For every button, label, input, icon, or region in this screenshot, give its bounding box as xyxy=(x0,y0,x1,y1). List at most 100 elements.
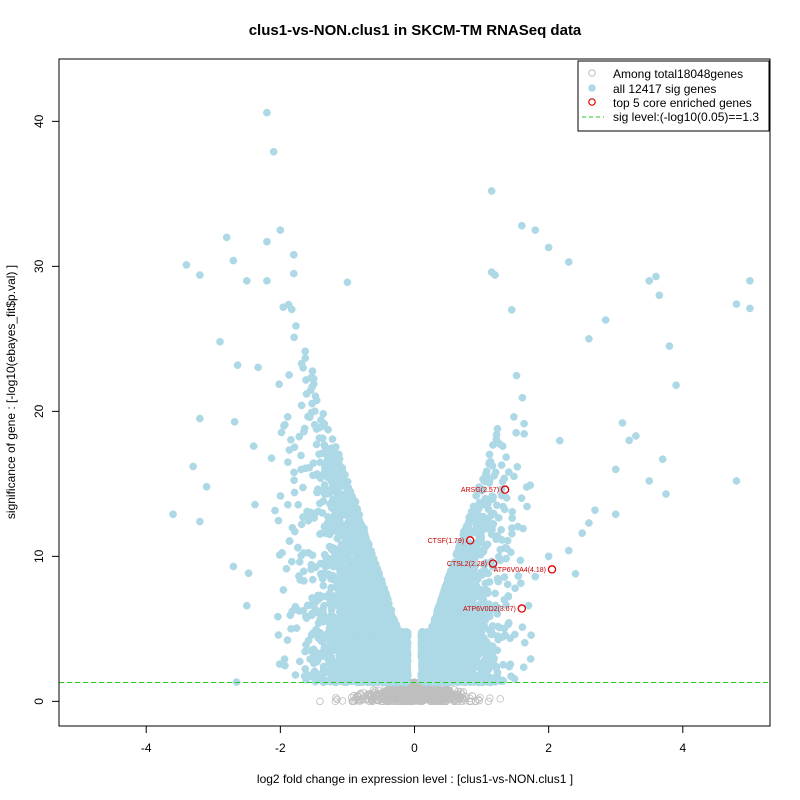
sig-point xyxy=(373,631,382,640)
sig-point xyxy=(377,640,386,649)
sig-point xyxy=(377,576,386,584)
sig-point xyxy=(346,628,355,637)
sig-point xyxy=(494,635,503,644)
sig-point xyxy=(296,576,305,584)
sig-point xyxy=(383,597,391,605)
sig-point xyxy=(274,631,283,639)
sig-point xyxy=(301,672,309,681)
sig-point xyxy=(384,603,393,612)
sig-point xyxy=(314,670,323,679)
nonsig-point xyxy=(354,692,362,701)
sig-point xyxy=(287,435,295,444)
nonsig-point xyxy=(416,697,425,706)
sig-point xyxy=(299,483,307,492)
nonsig-point xyxy=(462,694,470,703)
sig-point xyxy=(316,593,325,602)
sig-point xyxy=(360,615,369,624)
sig-point xyxy=(300,424,309,433)
sig-point xyxy=(504,468,513,476)
sig-point xyxy=(292,322,300,330)
sig-point xyxy=(306,386,315,395)
sig-point xyxy=(369,554,378,563)
sig-point xyxy=(373,611,382,619)
nonsig-point xyxy=(426,693,434,701)
sig-point xyxy=(310,514,319,522)
sig-point xyxy=(349,595,358,604)
sig-point xyxy=(351,555,359,564)
sig-point xyxy=(321,485,330,493)
sig-point xyxy=(351,572,359,581)
sig-point xyxy=(283,413,292,421)
nonsig-point xyxy=(332,694,340,702)
sig-point xyxy=(360,563,369,572)
sig-point xyxy=(327,611,336,619)
sig-point xyxy=(290,333,298,342)
sig-point xyxy=(277,428,286,437)
sig-point xyxy=(321,464,329,473)
sig-point xyxy=(329,575,337,583)
sig-point xyxy=(390,638,399,647)
sig-point xyxy=(287,624,295,633)
sig-point xyxy=(372,649,381,657)
nonsig-point xyxy=(331,697,340,705)
nonsig-point xyxy=(406,690,414,698)
sig-point xyxy=(403,628,412,637)
sig-point xyxy=(291,602,300,611)
nonsig-point xyxy=(369,689,378,697)
nonsig-point xyxy=(436,687,445,695)
sig-point xyxy=(351,672,360,681)
sig-point xyxy=(312,440,321,449)
sig-point xyxy=(294,500,303,509)
sig-point xyxy=(301,354,310,362)
sig-point xyxy=(481,579,490,588)
nonsig-point xyxy=(417,693,426,701)
sig-point xyxy=(391,660,399,669)
sig-point xyxy=(330,544,339,553)
sig-point xyxy=(328,448,337,457)
sig-point xyxy=(314,507,323,516)
sig-point xyxy=(305,413,314,422)
sig-point xyxy=(336,552,345,561)
sig-point xyxy=(320,550,329,559)
sig-point xyxy=(354,582,362,590)
sig-point xyxy=(370,565,379,574)
sig-point xyxy=(301,647,309,656)
sig-point xyxy=(372,602,381,611)
nonsig-point xyxy=(468,692,477,700)
sig-point xyxy=(297,451,305,460)
sig-point xyxy=(492,501,501,510)
sig-point xyxy=(351,602,360,611)
sig-point xyxy=(390,625,399,634)
nonsig-point xyxy=(359,688,368,697)
sig-point xyxy=(293,543,302,552)
sig-point xyxy=(349,496,357,504)
sig-point xyxy=(279,586,288,594)
sig-point xyxy=(274,516,283,525)
sig-point xyxy=(295,432,304,441)
sig-point xyxy=(366,635,374,644)
sig-point xyxy=(357,543,366,551)
nonsig-point xyxy=(434,695,442,704)
sig-point xyxy=(302,640,310,649)
nonsig-point xyxy=(386,691,394,699)
sig-point xyxy=(329,521,337,529)
nonsig-point xyxy=(378,695,386,704)
nonsig-point xyxy=(338,697,347,705)
sig-point xyxy=(297,520,306,529)
sig-point xyxy=(325,648,334,657)
sig-point xyxy=(284,458,292,467)
nonsig-point xyxy=(370,686,378,694)
sig-point xyxy=(308,367,317,376)
sig-point xyxy=(290,443,299,452)
sig-point xyxy=(291,671,300,679)
sig-point xyxy=(356,657,364,666)
sig-point xyxy=(353,623,362,631)
sig-point xyxy=(326,639,334,647)
sig-point xyxy=(309,471,317,480)
chart-title: clus1-vs-NON.clus1 in SKCM-TM RNASeq dat… xyxy=(249,22,582,39)
sig-point xyxy=(295,657,304,666)
sig-point xyxy=(323,629,332,638)
sig-point xyxy=(346,487,355,496)
nonsig-point xyxy=(486,694,494,702)
